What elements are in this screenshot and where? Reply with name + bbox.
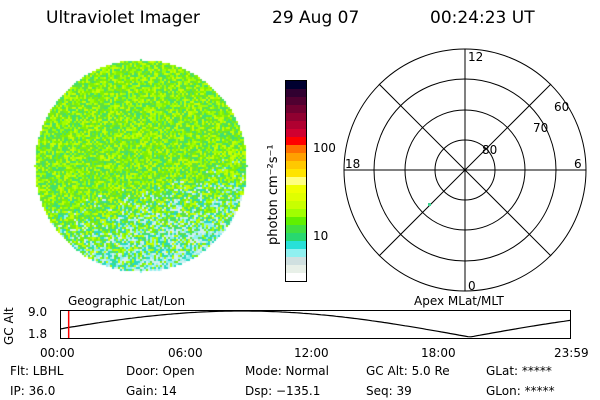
colorbar-segment xyxy=(286,129,306,137)
ip-status: IP: 36.0 xyxy=(10,384,55,398)
mlt-label-6: 6 xyxy=(574,157,582,171)
date-label: 29 Aug 07 xyxy=(272,8,359,28)
colorbar-segment xyxy=(286,233,306,241)
x-tick-0000: 00:00 xyxy=(40,346,75,360)
y-axis-label: GC Alt xyxy=(2,307,16,345)
colorbar-segment xyxy=(286,201,306,209)
colorbar-segment xyxy=(286,121,306,129)
polar-grid: 12 18 6 0 60 70 80 xyxy=(330,40,600,300)
door-status: Door: Open xyxy=(126,364,195,378)
auroral-image xyxy=(30,45,250,280)
time-label: 00:24:23 UT xyxy=(430,8,535,28)
colorbar-segment xyxy=(286,153,306,161)
colorbar-segment xyxy=(286,257,306,265)
geographic-label: Geographic Lat/Lon xyxy=(68,294,185,308)
mode-status: Mode: Normal xyxy=(245,364,329,378)
colorbar-segment xyxy=(286,137,306,145)
colorbar-segment xyxy=(286,169,306,177)
mlt-label-0: 0 xyxy=(468,279,476,293)
colorbar-segment xyxy=(286,89,306,97)
colorbar-segment xyxy=(286,105,306,113)
instrument-title: Ultraviolet Imager xyxy=(46,8,200,28)
colorbar-segment xyxy=(286,225,306,233)
y-tick-9: 9.0 xyxy=(28,305,47,319)
dsp-status: Dsp: −135.1 xyxy=(245,384,320,398)
colorbar xyxy=(285,80,307,282)
colorbar-segment xyxy=(286,209,306,217)
filter-status: Flt: LBHL xyxy=(10,364,63,378)
glon-status: GLon: ***** xyxy=(486,384,555,398)
x-tick-1800: 18:00 xyxy=(421,346,456,360)
x-tick-1200: 12:00 xyxy=(294,346,329,360)
lat-label-80: 80 xyxy=(482,143,497,157)
colorbar-segment xyxy=(286,265,306,273)
gc-alt-status: GC Alt: 5.0 Re xyxy=(366,364,450,378)
y-tick-1-8: 1.8 xyxy=(28,327,47,341)
lat-label-70: 70 xyxy=(533,121,548,135)
seq-status: Seq: 39 xyxy=(366,384,412,398)
lat-label-60: 60 xyxy=(554,100,569,114)
x-tick-2359: 23:59 xyxy=(554,346,589,360)
colorbar-segment xyxy=(286,177,306,185)
colorbar-segment xyxy=(286,113,306,121)
x-tick-0600: 06:00 xyxy=(168,346,203,360)
colorbar-segment xyxy=(286,161,306,169)
colorbar-segment xyxy=(286,81,306,89)
gain-status: Gain: 14 xyxy=(126,384,177,398)
colorbar-segment xyxy=(286,249,306,257)
uvi-display: Ultraviolet Imager 29 Aug 07 00:24:23 UT… xyxy=(0,0,600,400)
colorbar-segment xyxy=(286,273,306,281)
mlt-label-18: 18 xyxy=(345,157,360,171)
mlt-label-12: 12 xyxy=(468,50,483,64)
colorbar-segment xyxy=(286,97,306,105)
colorbar-label: photon cm⁻²s⁻¹ xyxy=(266,144,281,245)
colorbar-segment xyxy=(286,145,306,153)
altitude-timeline xyxy=(60,310,572,340)
colorbar-tick-10: 10 xyxy=(313,229,328,243)
colorbar-segment xyxy=(286,241,306,249)
colorbar-segment xyxy=(286,185,306,193)
glat-status: GLat: ***** xyxy=(486,364,552,378)
colorbar-segment xyxy=(286,193,306,201)
colorbar-segment xyxy=(286,217,306,225)
apex-label: Apex MLat/MLT xyxy=(414,294,504,308)
